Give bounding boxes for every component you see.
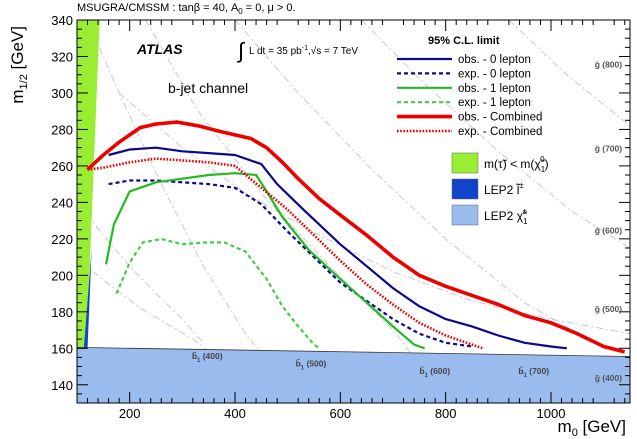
sbottom-label-1: b̃1 (500): [296, 358, 327, 372]
y-tick-label: 220: [51, 232, 73, 247]
guide-curve: [92, 271, 231, 367]
y-tick-label: 160: [51, 341, 73, 356]
y-tick-label: 240: [51, 195, 73, 210]
series-line-0: [108, 146, 567, 350]
x-tick-label: 800: [435, 406, 457, 421]
lumi-label: L dt = 35 pb-1,√s = 7 TeV: [249, 45, 358, 57]
x-tick-label: 600: [329, 406, 351, 421]
atlas-label: ATLAS: [136, 41, 183, 57]
x-axis-label: m0 [GeV]: [558, 417, 626, 439]
lumi-integral: ∫: [236, 38, 246, 63]
legend: 95% C.L. limit obs. - 0 lepton exp. - 0 l…: [397, 35, 542, 138]
region-swatch-0: [451, 152, 479, 174]
y-tick-label: 300: [51, 86, 73, 101]
guide-curve: [145, 20, 436, 386]
region-stau-lsp: [77, 20, 100, 349]
sbottom-label-3: b̃1 (700): [518, 365, 549, 379]
series-line-2: [104, 172, 425, 350]
legend-label-0: obs. - 0 lepton: [458, 54, 531, 66]
gluino-label-2: g̃ (600): [595, 225, 623, 235]
y-tick-label: 180: [51, 305, 73, 320]
gluino-label-4: g̃ (400): [595, 373, 623, 383]
header-text: MSUGRA/CMSSM : tanβ = 40, A0 = 0, μ > 0.: [77, 2, 296, 16]
y-tick-label: 320: [51, 49, 73, 64]
limit-curves: [86, 120, 626, 354]
region-label-2: LEP2 χ̃1±: [484, 207, 528, 226]
gluino-label-3: g̃ (500): [595, 304, 623, 314]
legend-label-3: exp. - 1 lepton: [458, 97, 531, 109]
guide-curve: [508, 20, 630, 127]
legend-label-4: obs. - Combined: [458, 112, 542, 124]
region-legend: m(τ̃) < m(χ̃10) LEP2 l̃± LEP2 χ̃1±: [451, 152, 549, 226]
legend-label-5: exp. - Combined: [458, 126, 542, 138]
region-swatch-2: [451, 204, 479, 226]
y-tick-label: 140: [51, 378, 73, 393]
series-line-4: [86, 120, 626, 354]
x-tick-label: 200: [119, 406, 141, 421]
guide-curve: [77, 202, 204, 344]
sbottom-label-0: b̃1 (400): [192, 350, 223, 364]
guide-curve: [118, 92, 630, 335]
channel-label: b-jet channel: [168, 80, 248, 96]
y-tick-label: 340: [51, 13, 73, 28]
sbottom-label-2: b̃1 (600): [419, 365, 450, 379]
series-line-5: [87, 157, 483, 350]
lep2-chargino-edge: [77, 346, 630, 357]
legend-label-2: obs. - 1 lepton: [458, 83, 531, 95]
axis-ticks: 200 400 600 800 1000 140 160 180 200 220 240 260 280…: [51, 13, 630, 421]
region-label-0: m(τ̃) < m(χ̃10): [484, 155, 549, 174]
guide-curve: [87, 20, 273, 367]
gluino-label-1: g̃ (700): [595, 143, 623, 153]
mass-contour-guides: [77, 20, 630, 386]
guide-curve: [234, 20, 604, 349]
y-tick-label: 200: [51, 268, 73, 283]
region-lep2-chargino: [77, 347, 630, 403]
y-tick-label: 280: [51, 122, 73, 137]
gluino-label-0: g̃ (800): [595, 59, 623, 69]
series-line-3: [115, 237, 320, 350]
region-label-1: LEP2 l̃±: [484, 181, 524, 197]
x-tick-label: 400: [224, 406, 246, 421]
y-tick-label: 260: [51, 159, 73, 174]
x-tick-label: 1000: [537, 406, 566, 421]
sbottom-mass-labels: b̃1 (400) b̃1 (500) b̃1 (600) b̃1 (700): [192, 350, 549, 379]
legend-title: 95% C.L. limit: [428, 35, 500, 47]
region-swatch-1: [451, 178, 479, 200]
y-axis-label: m1/2 [GeV]: [8, 26, 30, 104]
gluino-mass-labels: g̃ (800) g̃ (700) g̃ (600) g̃ (500) g̃ (400): [595, 59, 623, 383]
legend-label-1: exp. - 0 lepton: [458, 68, 531, 80]
